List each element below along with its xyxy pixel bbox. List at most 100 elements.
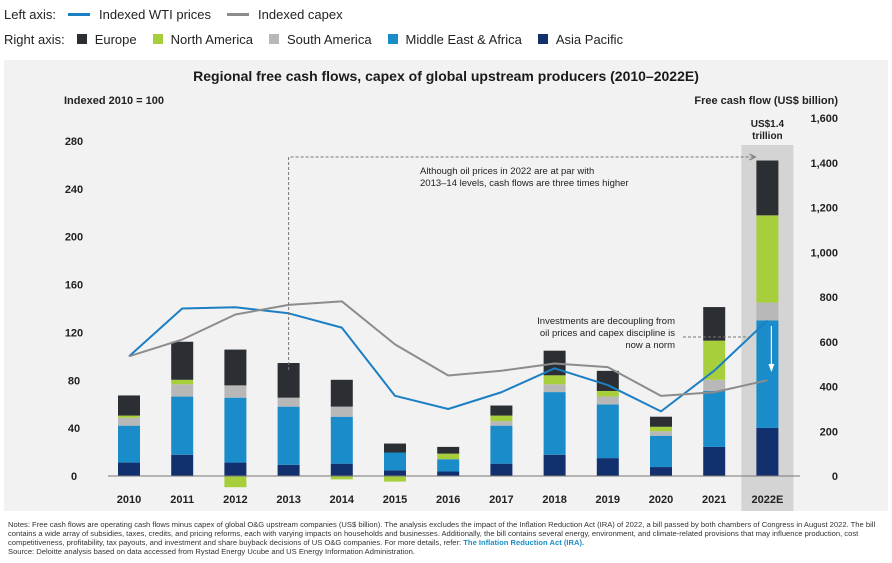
bar-segment-south-america — [756, 302, 779, 321]
bar-segment-north-america — [171, 379, 194, 385]
bar-segment-north-america — [650, 426, 672, 432]
bar-segment-asia-pacific — [543, 454, 566, 476]
right-axis-tick-label: 0 — [832, 471, 838, 483]
annotation-text-cash-flows: Although oil prices in 2022 are at par w… — [420, 166, 594, 177]
ira-link[interactable]: The Inflation Reduction Act (IRA). — [463, 538, 585, 547]
right-axis-tick-label: 1,200 — [810, 203, 838, 215]
europe-swatch — [76, 34, 87, 44]
annotation-text-investments: now a norm — [625, 340, 675, 351]
bar-segment-asia-pacific — [490, 463, 513, 476]
bar-segment-middle-east-africa — [437, 459, 460, 472]
legend-item-asia-pacific: Asia Pacific — [537, 31, 624, 47]
line-indexed-wti-prices — [128, 306, 769, 413]
chart-plot: 0 40 80 120 160 200 240 280 0 200 400 600 800 1,000 1,… — [65, 113, 838, 511]
bar-segment-europe — [277, 363, 300, 398]
legend-label-asia-pacific: Asia Pacific — [555, 31, 624, 47]
legend-item-capex: Indexed capex — [227, 7, 343, 22]
chart-panel — [4, 60, 888, 511]
bar-segment-middle-east-africa — [650, 435, 672, 468]
bar-segment-asia-pacific — [756, 427, 779, 476]
bar-segment-middle-east-africa — [118, 425, 140, 463]
legend-item-north-america: North America — [152, 32, 253, 47]
bar-segment-north-america — [543, 375, 566, 385]
bar-segment-asia-pacific — [384, 470, 406, 476]
south-america-swatch — [269, 34, 279, 44]
bar-segment-middle-east-africa — [171, 396, 194, 455]
bar-segment-europe — [490, 405, 513, 416]
bar-segment-south-america — [118, 417, 140, 426]
mea-swatch — [387, 34, 398, 44]
bar-segment-south-america — [330, 406, 353, 417]
left-axis-tick-label: 120 — [65, 327, 83, 339]
bar-segment-south-america — [490, 421, 513, 426]
left-axis-tick-label: 280 — [65, 136, 83, 148]
bar-segment-europe — [384, 443, 406, 453]
bar-segment-europe — [118, 395, 140, 416]
bar-segment-middle-east-africa — [277, 406, 300, 465]
asia-pacific-swatch — [537, 34, 548, 44]
legend-right-axis-label: Right axis: — [4, 31, 65, 47]
bar-segment-north-america — [596, 390, 619, 397]
bar-segment-middle-east-africa — [330, 416, 353, 464]
bar-segment-middle-east-africa — [224, 397, 247, 463]
bar-segment-middle-east-africa — [756, 320, 779, 428]
x-axis-tick-label: 2013 — [276, 494, 300, 506]
bar-segment-north-america — [703, 340, 726, 380]
decoupling-arrowhead — [768, 364, 775, 372]
annotation-text-investments: Investments are decoupling from — [537, 316, 675, 327]
bar-segment-north-america — [437, 453, 460, 460]
bar-segment-asia-pacific — [437, 471, 460, 476]
legend-label-south-america: South America — [287, 31, 372, 47]
source-text: Source: Deloitte analysis based on data … — [8, 547, 415, 556]
legend-label-capex: Indexed capex — [258, 6, 343, 22]
left-axis-tick-label: 200 — [65, 232, 83, 244]
bar-segment-south-america — [171, 384, 194, 397]
right-axis-tick-label: 400 — [820, 382, 838, 394]
bar-segment-europe — [703, 307, 726, 341]
legend-item-mea: Middle East & Africa — [387, 31, 522, 47]
bar-segment-north-america — [330, 476, 353, 480]
bar-segment-asia-pacific — [118, 462, 140, 476]
right-axis-tick-label: 800 — [820, 292, 838, 304]
legend-label-europe: Europe — [94, 31, 137, 47]
bar-segment-north-america — [756, 215, 779, 303]
right-axis-tick-label: 600 — [820, 337, 838, 349]
bar-segment-europe — [596, 370, 619, 391]
bar-segment-europe — [650, 416, 672, 427]
x-axis-tick-label: 2010 — [117, 494, 141, 506]
left-axis-tick-label: 40 — [68, 423, 80, 435]
bar-segment-south-america — [277, 397, 300, 407]
bar-segment-north-america — [118, 415, 140, 418]
bar-segment-south-america — [650, 431, 672, 436]
x-axis-tick-label: 2022E — [751, 494, 783, 506]
right-axis-tick-label: 1,000 — [810, 247, 838, 259]
bar-segment-middle-east-africa — [596, 404, 619, 459]
highlight-label-line: US$1.4 — [751, 119, 785, 130]
bar-segment-europe — [756, 160, 779, 216]
bar-segment-south-america — [703, 379, 726, 391]
x-axis-tick-label: 2016 — [436, 494, 460, 506]
bar-segment-middle-east-africa — [703, 390, 726, 447]
annotation-text-cash-flows: 2013–14 levels, cash flows are three tim… — [420, 178, 629, 189]
bar-segment-asia-pacific — [650, 467, 672, 476]
bar-segment-asia-pacific — [171, 454, 194, 476]
legend-item-wti: Indexed WTI prices — [68, 7, 211, 22]
x-axis-tick-label: 2020 — [649, 494, 673, 506]
legend-label-mea: Middle East & Africa — [405, 31, 522, 47]
right-axis-tick-label: 1,600 — [810, 113, 838, 125]
legend-left-axis: Left axis: Indexed WTI prices Indexed ca… — [4, 5, 359, 23]
bar-segment-north-america — [490, 415, 513, 422]
bar-segment-middle-east-africa — [384, 452, 406, 471]
bar-segment-middle-east-africa — [490, 425, 513, 464]
right-axis-tick-label: 200 — [820, 426, 838, 438]
bar-segment-north-america — [224, 476, 247, 488]
notes-text: Notes: Free cash flows are operating cas… — [8, 520, 876, 547]
bar-segment-south-america — [543, 384, 566, 393]
right-axis-tick-label: 1,400 — [810, 158, 838, 170]
left-axis-tick-label: 0 — [71, 471, 77, 483]
bar-segment-europe — [437, 446, 460, 454]
x-axis-tick-label: 2015 — [383, 494, 407, 506]
bar-segment-asia-pacific — [703, 446, 726, 476]
bar-segment-asia-pacific — [596, 458, 619, 476]
x-axis-tick-label: 2019 — [596, 494, 620, 506]
